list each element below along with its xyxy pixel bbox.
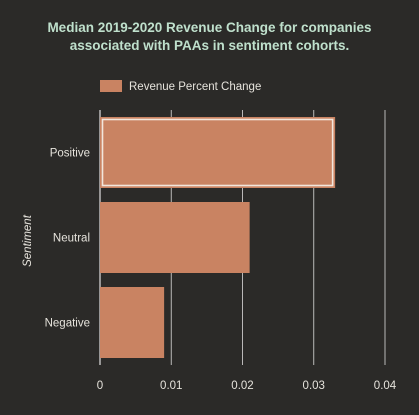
bar-negative[interactable]	[100, 287, 165, 358]
x-tick-label-0: 0	[97, 380, 103, 392]
bar-neutral[interactable]	[100, 202, 250, 273]
legend-label: Revenue Percent Change	[129, 81, 261, 93]
legend-swatch	[100, 80, 122, 92]
bars	[100, 117, 336, 358]
x-tick-label-2: 0.02	[231, 380, 253, 392]
x-tick-label-1: 0.01	[160, 380, 182, 392]
bar-positive[interactable]	[100, 117, 336, 188]
x-tick-label-4: 0.04	[374, 380, 397, 392]
x-tick-label-3: 0.03	[303, 380, 325, 392]
bar-highlight-outline	[101, 118, 334, 187]
category-labels: Positive Neutral Negative	[45, 148, 90, 330]
category-label-negative: Negative	[45, 318, 90, 330]
y-axis-label: Sentiment	[22, 214, 34, 267]
legend: Revenue Percent Change	[100, 80, 261, 93]
chart-title-line-2: associated with PAAs in sentiment cohort…	[70, 38, 350, 53]
x-tick-labels: 0 0.01 0.02 0.03 0.04	[97, 380, 397, 392]
category-label-neutral: Neutral	[53, 233, 90, 245]
category-label-positive: Positive	[50, 148, 90, 160]
chart-title-line-1: Median 2019-2020 Revenue Change for comp…	[47, 20, 371, 35]
